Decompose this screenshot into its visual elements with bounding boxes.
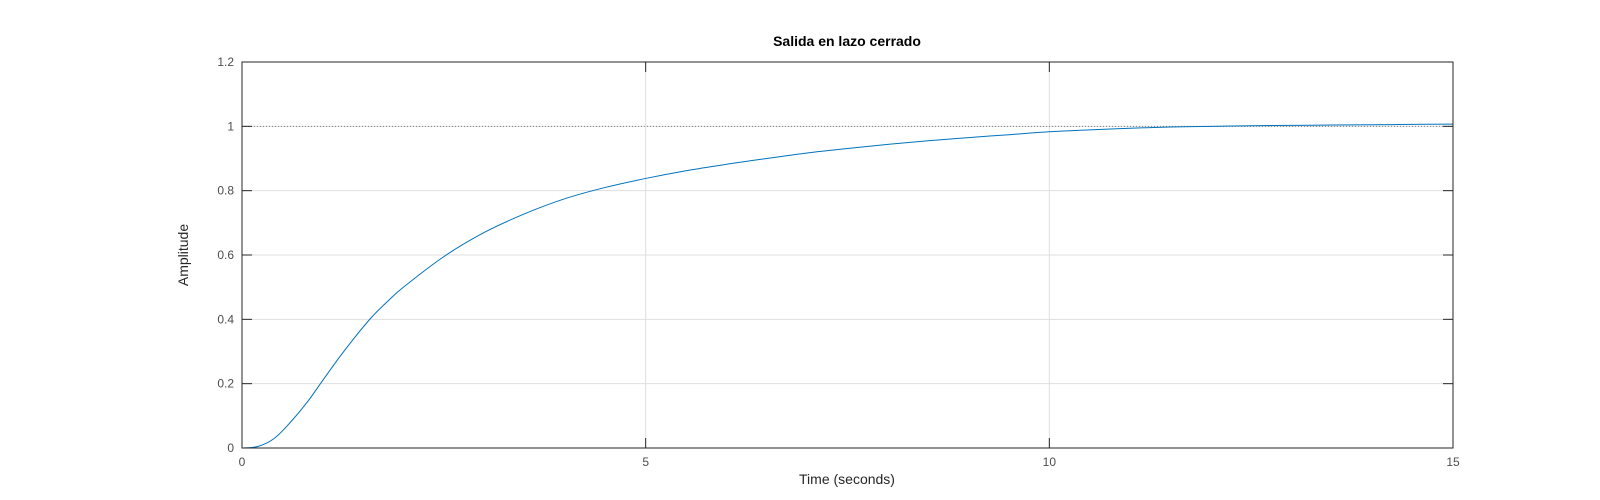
- x-tick-label: 15: [1446, 455, 1460, 469]
- y-tick-label: 0.8: [217, 184, 234, 198]
- response-curve: [241, 123, 1454, 449]
- y-tick-label: 0.6: [217, 248, 234, 262]
- x-tick-label: 10: [1043, 455, 1057, 469]
- x-tick-label: 0: [239, 455, 246, 469]
- y-tick-label: 1.2: [217, 55, 234, 69]
- y-tick-label: 0.2: [217, 377, 234, 391]
- x-tick-label: 5: [642, 455, 649, 469]
- y-tick-label: 1: [227, 119, 234, 133]
- y-tick-label: 0.4: [217, 312, 234, 326]
- axis-ticks: [241, 61, 1454, 449]
- y-tick-label: 0: [227, 441, 234, 455]
- x-tick-labels: 0 5 10 15: [239, 455, 1460, 469]
- y-axis-label: Amplitude: [175, 224, 191, 286]
- x-axis-label: Time (seconds): [799, 471, 895, 487]
- y-tick-labels: 0 0.2 0.4 0.6 0.8 1 1.2: [217, 55, 234, 455]
- chart-title: Salida en lazo cerrado: [773, 33, 921, 49]
